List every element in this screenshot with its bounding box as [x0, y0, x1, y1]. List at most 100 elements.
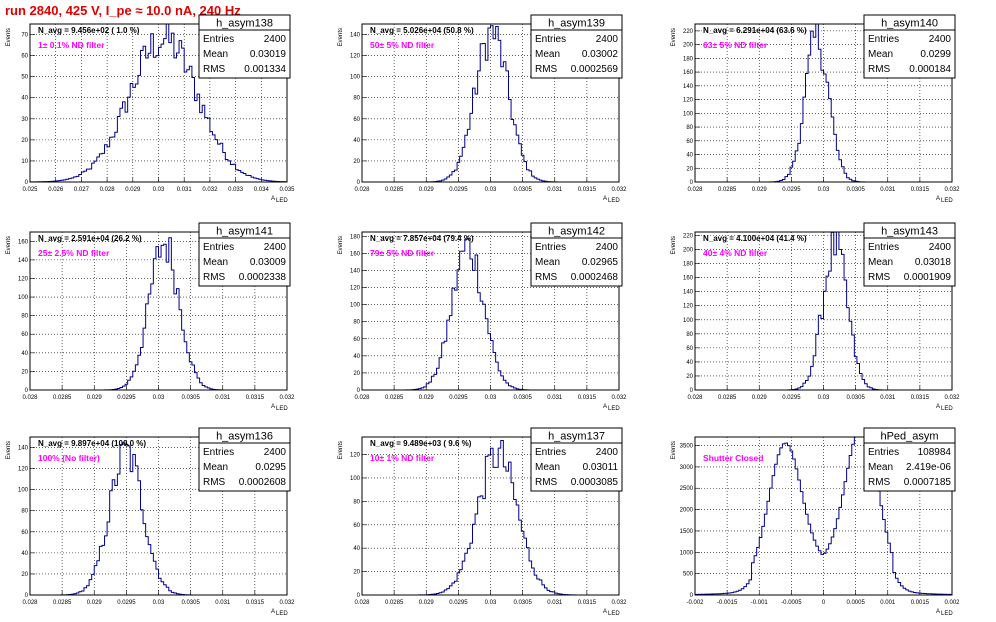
stats-box-frame: [530, 14, 623, 79]
filter-label: 1± 0.1% ND filter: [38, 40, 105, 50]
stats-box-frame: [198, 14, 291, 79]
x-axis-label-sub: LED: [608, 198, 620, 204]
stats-title: h_asym138: [216, 18, 273, 30]
x-tick-label: 0.0285: [718, 395, 737, 401]
stats-box-frame: [198, 222, 291, 287]
histogram-panel-h_asym141: 0.028 0.0285 0.029 0.0295 0.03 0.0305 0.031 0.0…: [6, 222, 295, 412]
x-tick-label: 0.029: [419, 600, 435, 606]
histogram-line: [694, 436, 953, 595]
x-tick-label: 0.032: [202, 187, 218, 193]
stats-label: Entries: [203, 34, 234, 45]
x-tick-label: 0.03: [153, 600, 165, 606]
stats-title: h_asym142: [548, 226, 605, 238]
x-tick-label: 0.0295: [117, 600, 136, 606]
y-tick-label: 20: [353, 371, 360, 377]
navg-label: N_avg = 6.291e+04 (63.6 %): [703, 26, 807, 35]
filter-label: Shutter Closed: [703, 453, 763, 463]
y-tick-label: 40: [686, 360, 693, 366]
stats-title: h_asym139: [548, 18, 605, 30]
y-tick-label: 160: [350, 251, 361, 257]
x-tick-label: 0.032: [611, 600, 627, 606]
x-tick-label: 0.028: [687, 187, 703, 193]
y-tick-label: 80: [353, 320, 360, 326]
stats-label: Mean: [203, 462, 228, 473]
stats-value: 2400: [596, 242, 619, 253]
stats-value: 0.03018: [915, 257, 952, 268]
stats-title: h_asym141: [216, 226, 273, 238]
x-axis-label: A: [271, 404, 275, 410]
y-tick-label: 60: [686, 346, 693, 352]
x-axis-label-sub: LED: [941, 406, 953, 412]
x-tick-label: 0.0315: [578, 187, 597, 193]
stats-value: 0.0002468: [571, 272, 619, 283]
y-tick-label: 80: [353, 499, 360, 505]
stats-label: Entries: [868, 242, 899, 253]
y-tick-label: 140: [350, 268, 361, 274]
x-tick-label: 0.028: [22, 600, 38, 606]
navg-label: N_avg = 2.591e+04 (26.2 %): [38, 234, 142, 243]
y-tick-label: 3000: [680, 465, 694, 471]
stats-box-frame: [863, 427, 956, 492]
y-tick-label: 160: [683, 276, 694, 282]
y-axis-label: Events: [671, 28, 677, 46]
x-tick-label: 0.03: [485, 395, 497, 401]
y-tick-label: 20: [686, 166, 693, 172]
y-tick-label: 40: [21, 96, 28, 102]
x-tick-label: 0.0305: [846, 395, 865, 401]
x-tick-label: 0.0285: [385, 600, 404, 606]
y-tick-label: 500: [683, 572, 694, 578]
x-axis-label-sub: LED: [941, 198, 953, 204]
stats-value: 2400: [264, 242, 287, 253]
x-tick-label: 0.03: [818, 187, 830, 193]
x-tick-label: 0.031: [177, 187, 193, 193]
y-tick-label: 1500: [680, 529, 694, 535]
y-tick-label: 120: [18, 467, 29, 473]
y-tick-label: 220: [683, 29, 694, 35]
x-tick-label: 0.033: [228, 187, 244, 193]
stats-label: RMS: [535, 477, 558, 488]
plot-frame: [29, 23, 288, 183]
y-tick-label: 50: [21, 75, 28, 81]
x-tick-label: 0.028: [354, 187, 370, 193]
y-tick-label: 1000: [680, 550, 694, 556]
x-tick-label: 0.031: [547, 395, 563, 401]
x-tick-label: 0.028: [100, 187, 116, 193]
x-tick-label: 0.03: [485, 600, 497, 606]
y-tick-label: 60: [21, 530, 28, 536]
stats-box: h_asym141 Entries 2400 Mean 0.03009 RMS 0.0002…: [198, 222, 291, 287]
navg-label: N_avg = 9.456e+02 ( 1.0 %): [38, 26, 140, 35]
y-tick-label: 140: [350, 33, 361, 39]
x-tick-label: 0.035: [279, 187, 295, 193]
x-axis-label: A: [936, 609, 940, 615]
x-tick-label: 0.031: [215, 395, 231, 401]
histogram-line: [29, 23, 288, 183]
y-tick-label: 20: [21, 369, 28, 375]
stats-label: RMS: [868, 272, 891, 283]
stats-title: h_asym137: [548, 431, 605, 443]
y-tick-label: 120: [683, 304, 694, 310]
histogram-panel-h_asym142: 0.028 0.0285 0.029 0.0295 0.03 0.0305 0.031 0.0…: [338, 222, 627, 412]
y-axis-label: Events: [671, 441, 677, 459]
x-axis-label: A: [603, 196, 607, 202]
x-axis-label: A: [271, 196, 275, 202]
stats-label: Mean: [535, 49, 560, 60]
y-tick-label: 0: [357, 388, 361, 394]
y-tick-label: 220: [683, 234, 694, 240]
y-tick-label: 0: [357, 180, 361, 186]
y-axis-label: Events: [6, 28, 12, 46]
y-tick-label: 120: [350, 54, 361, 60]
y-tick-label: 20: [21, 572, 28, 578]
y-tick-label: 40: [353, 546, 360, 552]
plot-frame: [694, 23, 953, 183]
stats-box-frame: [530, 222, 623, 287]
x-tick-label: 0.027: [74, 187, 90, 193]
x-tick-label: 0.001: [880, 600, 896, 606]
x-tick-label: 0.028: [22, 395, 38, 401]
navg-label: N_avg = 5.026e+04 (50.8 %): [370, 26, 474, 35]
x-tick-label: 0.0005: [846, 600, 865, 606]
x-tick-label: 0.03: [818, 395, 830, 401]
y-tick-label: 0: [25, 180, 29, 186]
x-tick-label: 0.034: [254, 187, 270, 193]
y-tick-label: 20: [353, 570, 360, 576]
x-tick-label: 0.0315: [246, 395, 265, 401]
